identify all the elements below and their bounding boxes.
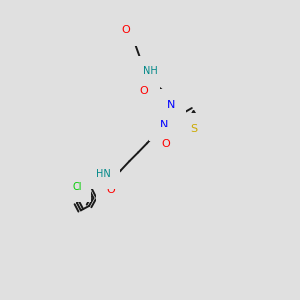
Text: NH: NH	[142, 66, 158, 76]
Text: N: N	[160, 120, 168, 130]
Text: Cl: Cl	[72, 182, 82, 192]
Text: O: O	[107, 185, 116, 195]
Text: HN: HN	[95, 169, 110, 179]
Text: O: O	[148, 112, 157, 123]
Text: S: S	[190, 124, 197, 134]
Text: O: O	[162, 139, 171, 148]
Text: O: O	[122, 25, 130, 35]
Text: O: O	[140, 86, 148, 96]
Text: N: N	[167, 100, 176, 110]
